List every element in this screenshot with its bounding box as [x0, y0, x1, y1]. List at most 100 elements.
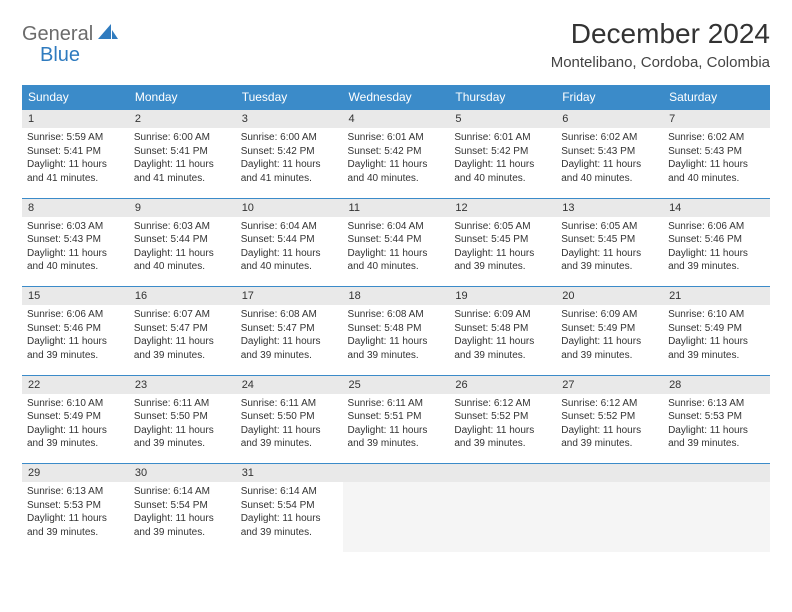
day-line-d1: Daylight: 11 hours	[241, 335, 338, 349]
day-line-d1: Daylight: 11 hours	[134, 512, 231, 526]
day-line-d2: and 40 minutes.	[27, 260, 124, 274]
day-line-sr: Sunrise: 6:07 AM	[134, 308, 231, 322]
day-line-d2: and 39 minutes.	[668, 349, 765, 363]
day-line-d1: Daylight: 11 hours	[134, 335, 231, 349]
day-line-ss: Sunset: 5:50 PM	[241, 410, 338, 424]
day-number: 20	[556, 287, 663, 305]
daynum-row: 22232425262728	[22, 375, 770, 394]
content-row: Sunrise: 6:06 AMSunset: 5:46 PMDaylight:…	[22, 305, 770, 375]
day-line-d2: and 41 minutes.	[241, 172, 338, 186]
logo-text-block: General Blue	[22, 24, 118, 65]
day-cell: Sunrise: 6:11 AMSunset: 5:50 PMDaylight:…	[129, 394, 236, 457]
day-line-d1: Daylight: 11 hours	[348, 424, 445, 438]
day-line-sr: Sunrise: 6:01 AM	[454, 131, 551, 145]
day-line-d1: Daylight: 11 hours	[348, 158, 445, 172]
day-cell: Sunrise: 6:12 AMSunset: 5:52 PMDaylight:…	[556, 394, 663, 457]
weekday-header: Monday	[129, 85, 236, 110]
day-line-sr: Sunrise: 6:01 AM	[348, 131, 445, 145]
logo-word-general: General	[22, 23, 93, 45]
weekday-header: Thursday	[449, 85, 556, 110]
logo: General Blue	[22, 18, 118, 65]
day-line-ss: Sunset: 5:44 PM	[134, 233, 231, 247]
day-line-ss: Sunset: 5:54 PM	[241, 499, 338, 513]
day-line-d2: and 39 minutes.	[27, 349, 124, 363]
day-line-d1: Daylight: 11 hours	[241, 247, 338, 261]
location: Montelibano, Cordoba, Colombia	[551, 54, 770, 71]
day-number: 18	[343, 287, 450, 305]
day-line-sr: Sunrise: 6:05 AM	[454, 220, 551, 234]
content-row: Sunrise: 5:59 AMSunset: 5:41 PMDaylight:…	[22, 128, 770, 198]
day-line-d2: and 41 minutes.	[27, 172, 124, 186]
content-row: Sunrise: 6:10 AMSunset: 5:49 PMDaylight:…	[22, 394, 770, 464]
day-line-d2: and 39 minutes.	[134, 437, 231, 451]
day-line-sr: Sunrise: 6:02 AM	[561, 131, 658, 145]
day-number: 7	[663, 110, 770, 128]
day-line-sr: Sunrise: 6:00 AM	[241, 131, 338, 145]
day-line-d1: Daylight: 11 hours	[454, 158, 551, 172]
day-cell: Sunrise: 6:01 AMSunset: 5:42 PMDaylight:…	[449, 128, 556, 191]
day-number	[556, 464, 663, 482]
day-cell: Sunrise: 6:08 AMSunset: 5:48 PMDaylight:…	[343, 305, 450, 368]
day-line-d1: Daylight: 11 hours	[348, 247, 445, 261]
day-cell: Sunrise: 6:13 AMSunset: 5:53 PMDaylight:…	[663, 394, 770, 457]
day-line-d2: and 39 minutes.	[134, 349, 231, 363]
day-line-sr: Sunrise: 6:03 AM	[27, 220, 124, 234]
day-number: 24	[236, 376, 343, 394]
day-number: 22	[22, 376, 129, 394]
day-line-d2: and 39 minutes.	[454, 349, 551, 363]
day-line-d1: Daylight: 11 hours	[668, 424, 765, 438]
day-line-ss: Sunset: 5:48 PM	[454, 322, 551, 336]
content-row: Sunrise: 6:03 AMSunset: 5:43 PMDaylight:…	[22, 217, 770, 287]
day-line-ss: Sunset: 5:54 PM	[134, 499, 231, 513]
day-line-sr: Sunrise: 6:05 AM	[561, 220, 658, 234]
day-line-sr: Sunrise: 6:13 AM	[668, 397, 765, 411]
day-line-d2: and 39 minutes.	[561, 437, 658, 451]
day-cell: Sunrise: 6:03 AMSunset: 5:44 PMDaylight:…	[129, 217, 236, 280]
day-line-sr: Sunrise: 6:04 AM	[241, 220, 338, 234]
day-number: 4	[343, 110, 450, 128]
day-number: 14	[663, 199, 770, 217]
calendar-table: Sunday Monday Tuesday Wednesday Thursday…	[22, 85, 770, 552]
day-cell: Sunrise: 5:59 AMSunset: 5:41 PMDaylight:…	[22, 128, 129, 191]
day-line-ss: Sunset: 5:45 PM	[561, 233, 658, 247]
day-line-sr: Sunrise: 6:10 AM	[668, 308, 765, 322]
day-line-sr: Sunrise: 6:11 AM	[348, 397, 445, 411]
empty-cell	[449, 482, 556, 552]
day-cell: Sunrise: 6:14 AMSunset: 5:54 PMDaylight:…	[236, 482, 343, 545]
day-line-d2: and 39 minutes.	[561, 349, 658, 363]
day-number: 21	[663, 287, 770, 305]
weekday-header: Wednesday	[343, 85, 450, 110]
day-number: 17	[236, 287, 343, 305]
day-line-sr: Sunrise: 6:02 AM	[668, 131, 765, 145]
day-number: 25	[343, 376, 450, 394]
day-cell: Sunrise: 6:14 AMSunset: 5:54 PMDaylight:…	[129, 482, 236, 545]
day-line-d1: Daylight: 11 hours	[134, 424, 231, 438]
day-line-d2: and 39 minutes.	[241, 437, 338, 451]
day-line-ss: Sunset: 5:45 PM	[454, 233, 551, 247]
day-cell: Sunrise: 6:11 AMSunset: 5:51 PMDaylight:…	[343, 394, 450, 457]
day-number: 16	[129, 287, 236, 305]
day-line-ss: Sunset: 5:47 PM	[241, 322, 338, 336]
day-line-d2: and 39 minutes.	[27, 437, 124, 451]
day-line-d2: and 40 minutes.	[241, 260, 338, 274]
day-line-sr: Sunrise: 6:06 AM	[668, 220, 765, 234]
day-line-ss: Sunset: 5:46 PM	[668, 233, 765, 247]
day-cell: Sunrise: 6:10 AMSunset: 5:49 PMDaylight:…	[22, 394, 129, 457]
day-line-sr: Sunrise: 6:12 AM	[561, 397, 658, 411]
day-number: 3	[236, 110, 343, 128]
day-cell: Sunrise: 6:02 AMSunset: 5:43 PMDaylight:…	[556, 128, 663, 191]
day-cell: Sunrise: 6:08 AMSunset: 5:47 PMDaylight:…	[236, 305, 343, 368]
day-cell: Sunrise: 6:04 AMSunset: 5:44 PMDaylight:…	[343, 217, 450, 280]
day-cell: Sunrise: 6:04 AMSunset: 5:44 PMDaylight:…	[236, 217, 343, 280]
day-line-sr: Sunrise: 6:00 AM	[134, 131, 231, 145]
day-line-sr: Sunrise: 6:03 AM	[134, 220, 231, 234]
day-number	[343, 464, 450, 482]
day-line-d1: Daylight: 11 hours	[668, 247, 765, 261]
sail-icon	[98, 24, 118, 45]
day-cell: Sunrise: 6:06 AMSunset: 5:46 PMDaylight:…	[22, 305, 129, 368]
day-number: 8	[22, 199, 129, 217]
day-line-ss: Sunset: 5:53 PM	[668, 410, 765, 424]
day-line-d2: and 39 minutes.	[348, 349, 445, 363]
day-cell: Sunrise: 6:06 AMSunset: 5:46 PMDaylight:…	[663, 217, 770, 280]
day-line-d2: and 40 minutes.	[134, 260, 231, 274]
